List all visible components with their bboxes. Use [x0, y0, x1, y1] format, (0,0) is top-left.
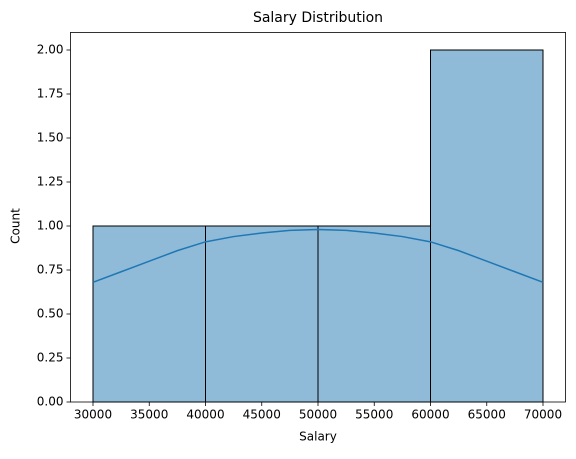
- x-tick-label: 70000: [524, 408, 562, 422]
- y-tick-label: 0.00: [37, 395, 64, 409]
- x-tick-label: 45000: [243, 408, 281, 422]
- y-tick-label: 0.75: [37, 263, 64, 277]
- x-tick-label: 50000: [299, 408, 337, 422]
- y-axis-label: Count: [9, 208, 23, 244]
- x-tick-label: 35000: [130, 408, 168, 422]
- y-tick-label: 1.50: [37, 131, 64, 145]
- y-tick-label: 1.75: [37, 87, 64, 101]
- x-tick-label: 30000: [74, 408, 112, 422]
- bar: [317, 225, 431, 403]
- chart-title: Salary Distribution: [253, 10, 383, 26]
- y-tick-label: 2.00: [37, 43, 64, 57]
- x-tick-label: 55000: [355, 408, 393, 422]
- x-axis-label: Salary: [299, 430, 337, 444]
- bar: [92, 225, 206, 403]
- y-tick-label: 0.50: [37, 307, 64, 321]
- bar: [205, 225, 319, 403]
- x-tick-label: 60000: [411, 408, 449, 422]
- y-tick-label: 1.25: [37, 175, 64, 189]
- x-tick-label: 40000: [186, 408, 224, 422]
- kde-line: [92, 228, 544, 284]
- y-tick-label: 1.00: [37, 219, 64, 233]
- y-tick-label: 0.25: [37, 351, 64, 365]
- bar: [430, 49, 544, 403]
- x-tick-label: 65000: [468, 408, 506, 422]
